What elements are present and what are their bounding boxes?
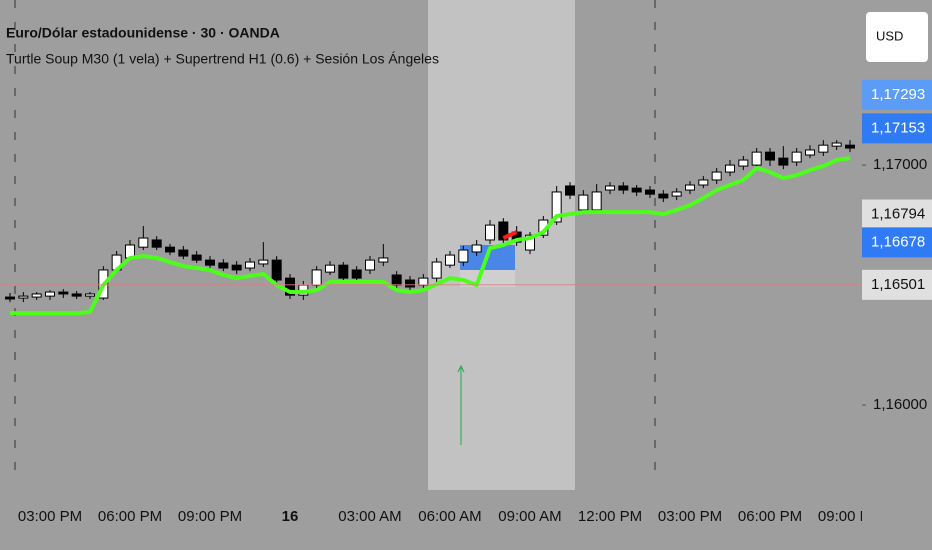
candle-body [165,246,175,253]
candle-body [698,179,709,186]
candle-body [658,193,669,199]
candle-body [765,151,775,161]
plot: 03:00 PM 06:00 PM 09:00 PM 16 03:00 AM 06:00 … [0,140,882,525]
price-tag [862,113,932,144]
candle-body [645,189,655,195]
candle-body [18,295,29,299]
candle-body [31,293,42,298]
y-tick-label: 1,17000 [873,156,927,173]
x-tick-label: 03:00 PM [658,508,722,525]
candle-body [45,291,55,297]
candle-body [365,259,375,271]
candle-body [231,264,242,271]
candle-body [845,144,855,149]
candle-body [338,264,349,279]
candle-body [351,269,362,279]
signal-arrow-head [457,364,465,373]
chart-title: Euro/Dólar estadounidense · 30 · OANDA [6,25,280,41]
x-tick-label: 03:00 PM [18,508,82,525]
candle-body [418,277,429,286]
candle-body [405,279,415,288]
candle-body [738,159,749,167]
candle-body [605,185,615,191]
price-tag [862,227,932,258]
candle-body [618,185,629,191]
price-tag [862,199,932,230]
price-tag-label: 1,16794 [871,205,925,222]
candle-body [271,259,282,281]
candle-body [5,296,15,300]
currency-label[interactable]: USD [876,28,903,43]
candle-body [565,185,575,196]
x-tick-label: 03:00 AM [338,508,401,525]
candle-body [191,254,202,261]
candle-body [85,293,95,297]
candle-body [485,224,495,241]
candle-body [805,149,815,156]
candle-body [431,261,442,279]
candle-body [578,194,589,211]
price-tag-label: 1,17153 [871,119,925,136]
x-tick-label: 06:00 PM [98,508,162,525]
candle-body [751,151,762,166]
candle-body [378,257,389,263]
candle-body [458,249,469,263]
candle-body [205,259,215,266]
x-tick-label: 09:00 AM [498,508,561,525]
candle-body [218,262,229,269]
price-axis: 1,16000 1,17000 1,17293 1,17153 1,16794 1,166… [862,79,932,413]
candle-body [525,234,535,251]
candle-body [711,171,722,181]
supertrend-line [10,156,851,316]
x-tick-label: 12:00 PM [578,508,642,525]
price-tag [862,79,932,110]
price-tag-label: 1,17293 [871,86,925,103]
price-tag [862,269,932,300]
price-tag-label: 1,16501 [871,276,925,293]
x-tick-label: 09:00 PM [818,508,882,525]
candle-body [778,157,789,166]
candle-body [258,259,269,265]
candle-body [325,264,335,273]
candle-body [631,187,642,193]
candle-body [818,144,829,153]
candle-body [591,191,602,211]
x-tick-label: 06:00 PM [738,508,802,525]
candle-body [178,249,189,257]
candle-body [391,274,402,286]
candle-body [498,221,509,241]
candle-body [471,244,482,253]
candle-body [671,191,682,197]
candle-body [831,142,842,147]
price-tag-label: 1,16678 [871,233,925,250]
candle-body [551,191,562,223]
candle-body [71,293,82,297]
y-tick-label: 1,16000 [873,396,927,413]
x-tick-label: 16 [282,508,299,525]
candle-body [791,151,802,163]
candle-body [445,254,455,266]
supertrend-line [502,230,518,240]
currency-button[interactable] [866,12,928,62]
candle-body [311,269,322,286]
candle-body [725,164,735,173]
x-tick-label: 06:00 AM [418,508,481,525]
candle-body [58,291,69,295]
x-tick-label: 09:00 PM [178,508,242,525]
candle-body [138,237,149,248]
chart-subtitle: Turtle Soup M30 (1 vela) + Supertrend H1… [6,51,439,67]
candle-body [245,261,255,269]
candle-body [151,239,162,248]
candle-body [685,184,695,191]
candle-body [285,277,295,296]
